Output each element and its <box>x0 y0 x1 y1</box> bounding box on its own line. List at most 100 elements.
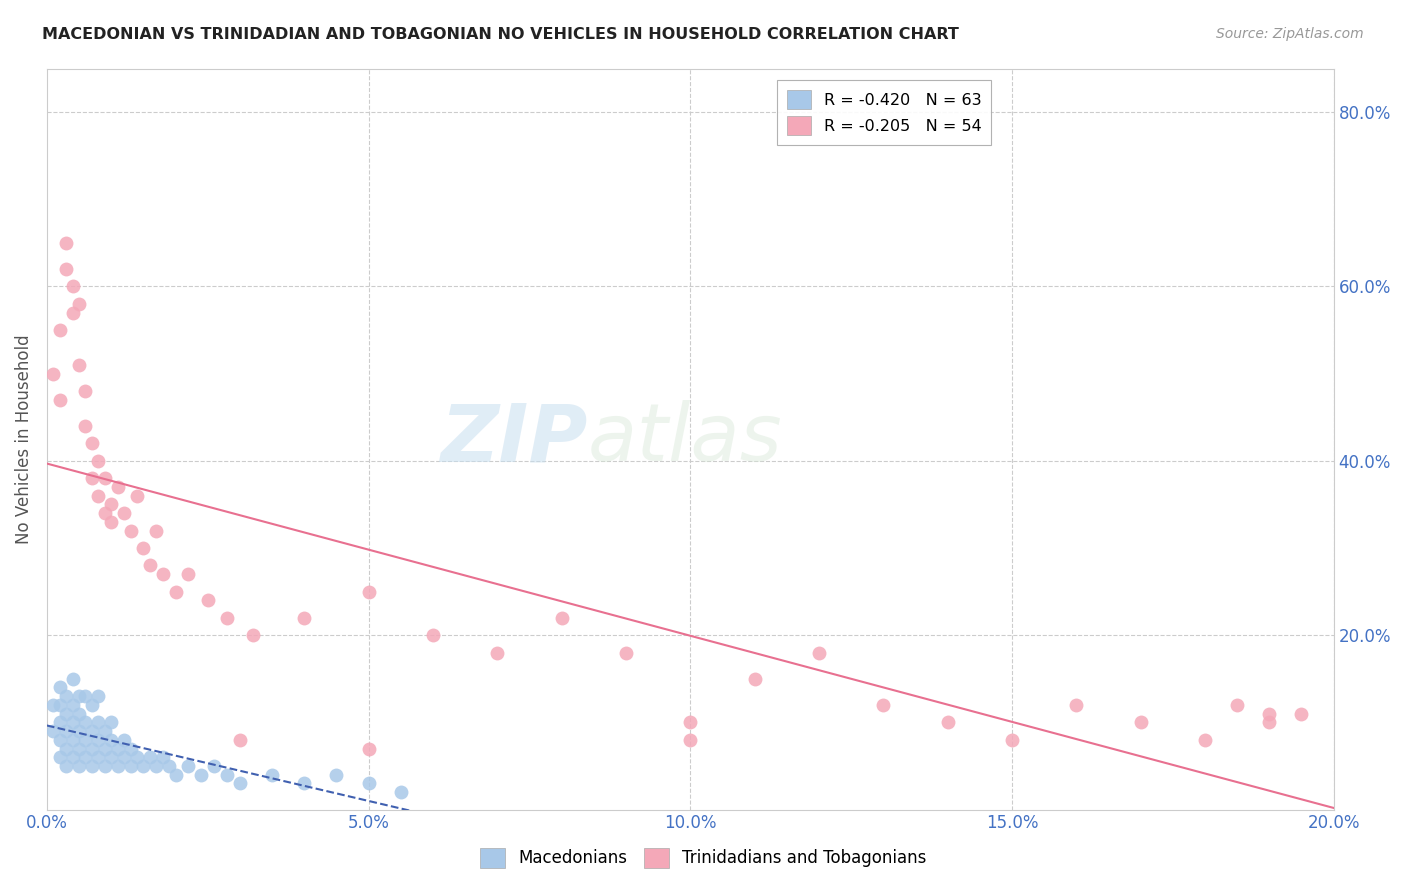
Point <box>145 759 167 773</box>
Point <box>139 750 162 764</box>
Point <box>125 750 148 764</box>
Legend: R = -0.420   N = 63, R = -0.205   N = 54: R = -0.420 N = 63, R = -0.205 N = 54 <box>778 80 991 145</box>
Point <box>614 646 637 660</box>
Point <box>67 297 90 311</box>
Point <box>292 611 315 625</box>
Point <box>422 628 444 642</box>
Point <box>75 732 97 747</box>
Point <box>936 715 959 730</box>
Point <box>62 672 84 686</box>
Point <box>49 681 72 695</box>
Point <box>165 584 187 599</box>
Point <box>145 524 167 538</box>
Point <box>229 776 252 790</box>
Point <box>62 750 84 764</box>
Point <box>62 698 84 712</box>
Point <box>62 305 84 319</box>
Point <box>100 515 122 529</box>
Point <box>107 759 129 773</box>
Point <box>87 732 110 747</box>
Point <box>120 759 142 773</box>
Point <box>87 715 110 730</box>
Point <box>177 759 200 773</box>
Point <box>55 706 77 721</box>
Point <box>357 741 380 756</box>
Point <box>80 759 103 773</box>
Point <box>49 732 72 747</box>
Point <box>75 419 97 434</box>
Point <box>87 454 110 468</box>
Point <box>67 724 90 739</box>
Point <box>80 698 103 712</box>
Point <box>62 715 84 730</box>
Point <box>80 724 103 739</box>
Point <box>75 750 97 764</box>
Point <box>49 392 72 407</box>
Point <box>112 750 135 764</box>
Point <box>262 767 284 781</box>
Point <box>132 541 155 555</box>
Point <box>55 759 77 773</box>
Text: atlas: atlas <box>588 400 782 478</box>
Point <box>42 724 65 739</box>
Point <box>807 646 830 660</box>
Point <box>87 489 110 503</box>
Point <box>87 690 110 704</box>
Point <box>94 724 117 739</box>
Point <box>1226 698 1249 712</box>
Point <box>49 323 72 337</box>
Point <box>55 724 77 739</box>
Point <box>679 732 702 747</box>
Point <box>100 732 122 747</box>
Point <box>202 759 225 773</box>
Point <box>190 767 212 781</box>
Point <box>55 741 77 756</box>
Point <box>679 715 702 730</box>
Point <box>872 698 894 712</box>
Point <box>67 759 90 773</box>
Point <box>1194 732 1216 747</box>
Point <box>67 690 90 704</box>
Point <box>1129 715 1152 730</box>
Point <box>100 497 122 511</box>
Point <box>1258 715 1281 730</box>
Point <box>55 262 77 277</box>
Point <box>75 690 97 704</box>
Point <box>292 776 315 790</box>
Point <box>62 732 84 747</box>
Point <box>152 750 174 764</box>
Point <box>125 489 148 503</box>
Point <box>229 732 252 747</box>
Point <box>177 567 200 582</box>
Point <box>215 611 238 625</box>
Point <box>132 759 155 773</box>
Point <box>67 706 90 721</box>
Point <box>100 715 122 730</box>
Point <box>87 750 110 764</box>
Point <box>94 741 117 756</box>
Legend: Macedonians, Trinidadians and Tobagonians: Macedonians, Trinidadians and Tobagonian… <box>472 841 934 875</box>
Point <box>94 471 117 485</box>
Point <box>80 471 103 485</box>
Point <box>1001 732 1024 747</box>
Point <box>139 558 162 573</box>
Point <box>55 690 77 704</box>
Point <box>100 750 122 764</box>
Point <box>75 384 97 398</box>
Point <box>357 584 380 599</box>
Point <box>49 750 72 764</box>
Point <box>49 698 72 712</box>
Y-axis label: No Vehicles in Household: No Vehicles in Household <box>15 334 32 544</box>
Point <box>389 785 412 799</box>
Point <box>550 611 572 625</box>
Point <box>197 593 219 607</box>
Point <box>486 646 509 660</box>
Point <box>107 480 129 494</box>
Point <box>215 767 238 781</box>
Point <box>1291 706 1313 721</box>
Point <box>242 628 264 642</box>
Point <box>67 358 90 372</box>
Point <box>94 759 117 773</box>
Point <box>67 741 90 756</box>
Point <box>357 776 380 790</box>
